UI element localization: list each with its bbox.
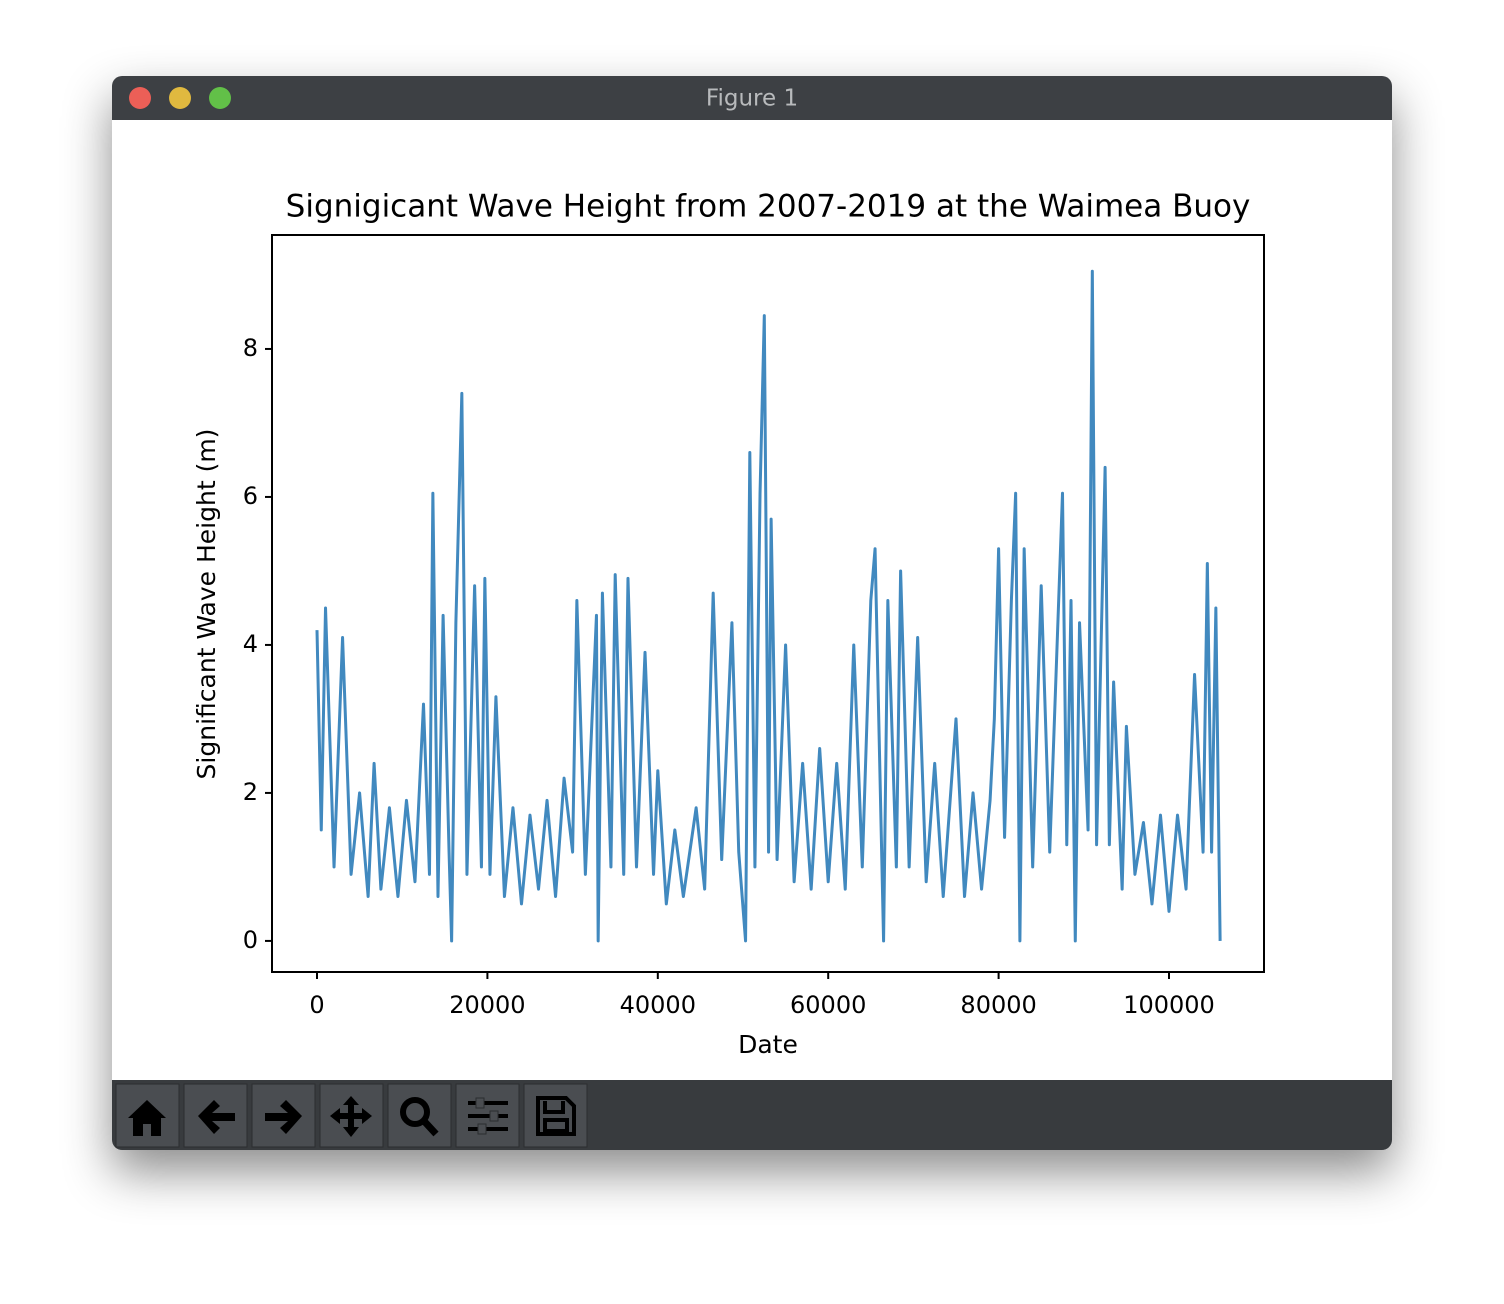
x-tick-label: 60000 — [790, 991, 866, 1019]
y-tick-label: 4 — [243, 630, 258, 658]
y-tick-label: 6 — [243, 482, 258, 510]
home-button[interactable] — [115, 1083, 180, 1148]
zoom-tool-button[interactable] — [387, 1083, 452, 1148]
x-tick-label: 80000 — [960, 991, 1036, 1019]
close-button[interactable] — [129, 87, 151, 109]
window-title: Figure 1 — [706, 86, 798, 112]
save-button[interactable] — [523, 1083, 588, 1148]
pan-button[interactable] — [319, 1083, 384, 1148]
x-tick-label: 0 — [309, 991, 324, 1019]
y-tick-label: 2 — [243, 778, 258, 806]
title-bar — [112, 76, 1392, 120]
forward-button[interactable] — [251, 1083, 316, 1148]
configure-button[interactable] — [455, 1083, 520, 1148]
y-tick-label: 8 — [243, 334, 258, 362]
back-button[interactable] — [183, 1083, 248, 1148]
zoom-button[interactable] — [209, 87, 231, 109]
x-tick-label: 20000 — [449, 991, 525, 1019]
chart-title: Signigicant Wave Height from 2007-2019 a… — [286, 189, 1251, 225]
x-tick-label: 40000 — [620, 991, 696, 1019]
data-line — [315, 269, 1222, 943]
x-axis-label: Date — [738, 1030, 798, 1059]
y-tick-label: 0 — [243, 926, 258, 954]
x-tick-label: 100000 — [1123, 991, 1215, 1019]
plot: Signigicant Wave Height from 2007-2019 a… — [192, 189, 1265, 1059]
y-axis-label: Significant Wave Height (m) — [192, 429, 221, 780]
axes-frame — [271, 234, 1265, 973]
minimize-button[interactable] — [169, 87, 191, 109]
